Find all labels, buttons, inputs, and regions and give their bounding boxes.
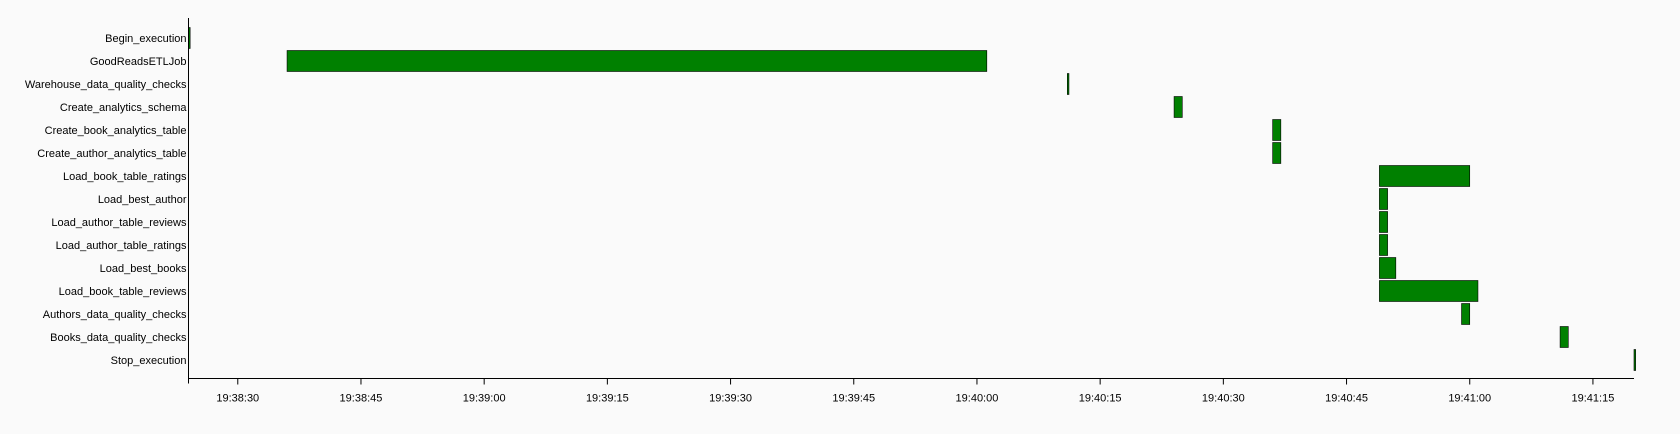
task-label: Load_book_table_ratings	[63, 171, 187, 183]
task-bar[interactable]	[1379, 188, 1388, 210]
task-bar[interactable]	[1379, 165, 1471, 187]
x-tick-label: 19:40:00	[956, 393, 999, 405]
task-label: Load_author_table_reviews	[51, 217, 187, 229]
x-tick-label: 19:38:45	[340, 393, 383, 405]
task-label: GoodReadsETLJob	[90, 56, 187, 68]
task-bar[interactable]	[1379, 280, 1479, 302]
task-label: Load_best_books	[100, 263, 187, 275]
task-bar[interactable]	[1461, 303, 1471, 325]
task-bar[interactable]	[1633, 349, 1636, 371]
task-label: Load_author_table_ratings	[56, 240, 187, 252]
time-axis: 19:38:30 19:38:45 19:39:00 19:39:15 19:39:30…	[188, 18, 1634, 405]
x-tick-label: 19:40:15	[1079, 393, 1122, 405]
task-bar[interactable]	[1379, 234, 1388, 256]
task-label: Load_best_author	[98, 194, 187, 206]
x-tick-label: 19:40:30	[1202, 393, 1245, 405]
x-tick-label: 19:39:30	[709, 393, 752, 405]
task-bar[interactable]	[1272, 142, 1282, 164]
task-bar[interactable]	[1559, 326, 1569, 348]
task-label: Create_author_analytics_table	[37, 148, 186, 160]
task-bar[interactable]	[286, 50, 988, 72]
x-tick-label: 19:41:00	[1448, 393, 1491, 405]
task-bar[interactable]	[1272, 119, 1282, 141]
x-tick-label: 19:40:45	[1325, 393, 1368, 405]
task-bars	[188, 27, 1636, 371]
x-tick-label: 19:39:15	[586, 393, 629, 405]
task-bar[interactable]	[1379, 257, 1397, 279]
task-label: Create_book_analytics_table	[45, 125, 187, 137]
task-bar[interactable]	[1173, 96, 1183, 118]
task-label: Warehouse_data_quality_checks	[25, 79, 187, 91]
task-label: Begin_execution	[105, 33, 186, 45]
task-label: Books_data_quality_checks	[50, 332, 187, 344]
task-label: Create_analytics_schema	[60, 102, 187, 114]
task-labels: Begin_execution GoodReadsETLJob Warehouse_…	[25, 33, 188, 367]
task-bar[interactable]	[1379, 211, 1388, 233]
x-tick-label: 19:38:30	[216, 393, 259, 405]
task-label: Load_book_table_reviews	[59, 286, 187, 298]
task-label: Authors_data_quality_checks	[43, 309, 187, 321]
task-label: Stop_execution	[111, 355, 187, 367]
task-bar[interactable]	[1066, 73, 1070, 95]
x-tick-label: 19:39:00	[463, 393, 506, 405]
x-tick-label: 19:41:15	[1572, 393, 1615, 405]
x-tick-label: 19:39:45	[832, 393, 875, 405]
